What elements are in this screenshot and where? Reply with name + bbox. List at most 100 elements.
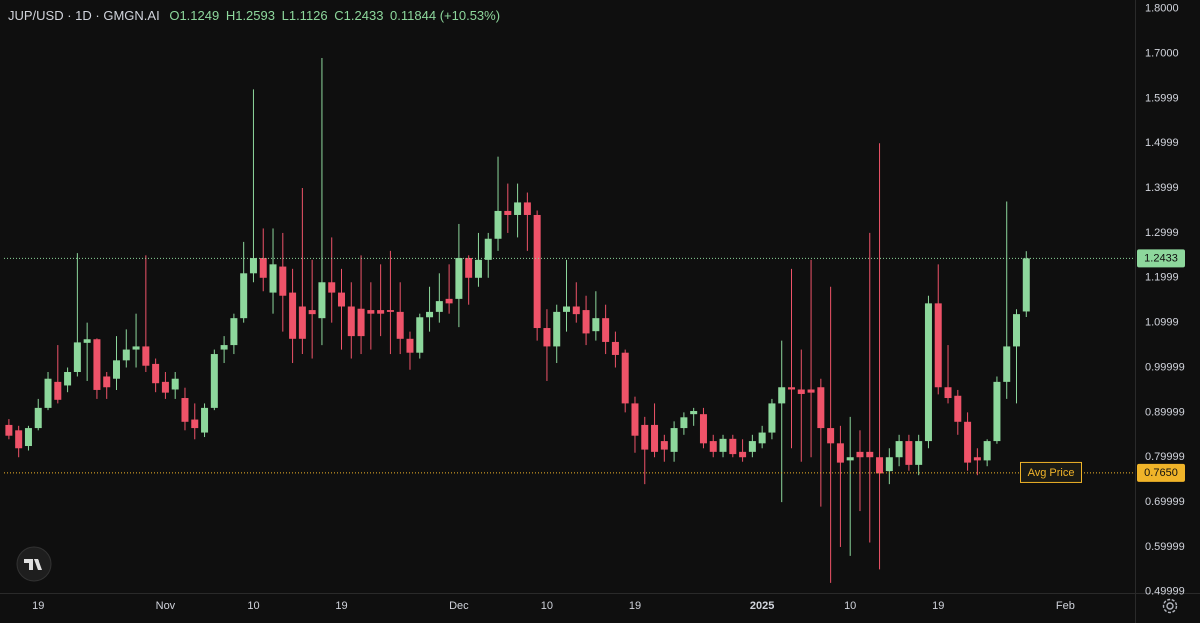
candle-body — [621, 352, 629, 404]
candle-body — [328, 282, 336, 293]
candle-body — [113, 360, 120, 379]
change-value: 0.11844 — [390, 8, 437, 23]
candle-body — [465, 258, 473, 278]
last-price-box — [1137, 249, 1185, 268]
candle-body — [895, 441, 903, 458]
candle-body — [1003, 346, 1011, 382]
candle-body — [132, 346, 140, 350]
candle-body — [964, 421, 972, 463]
x-tick-label: 19 — [932, 600, 944, 612]
candle-body — [230, 318, 238, 346]
ohlc-key: H — [225, 8, 236, 23]
candle-body — [572, 306, 580, 315]
candle-body — [435, 301, 443, 312]
candle-body — [582, 310, 590, 334]
avg-price-name: Avg Price — [1028, 467, 1075, 479]
candle-body — [817, 387, 825, 429]
candle-body — [670, 428, 678, 452]
candle-body — [377, 310, 385, 314]
candle-body — [758, 432, 766, 444]
candle-body — [827, 428, 835, 444]
candle-body — [954, 395, 962, 422]
candle-body — [651, 424, 659, 452]
candle-body — [660, 441, 668, 450]
candle-body — [181, 398, 189, 422]
x-tick-label: Dec — [449, 600, 469, 612]
candle-body — [934, 303, 942, 388]
x-tick-label: Feb — [1056, 600, 1075, 612]
candle-body — [93, 339, 101, 390]
candle-body — [474, 259, 482, 278]
candle-body — [298, 306, 306, 339]
x-tick-label: 19 — [629, 600, 641, 612]
y-tick-label: 1.3999 — [1145, 182, 1179, 194]
candle-body — [944, 387, 952, 399]
candle-body — [611, 341, 619, 355]
candle-body — [915, 441, 923, 465]
last-price-label: 1.2433 — [1144, 252, 1178, 264]
candle-body — [201, 407, 209, 433]
ohlc-key: C — [334, 8, 344, 23]
candle-body — [797, 389, 805, 394]
candle-body — [24, 428, 32, 447]
candle-body — [690, 411, 698, 415]
y-tick-label: 0.79999 — [1145, 451, 1185, 463]
candle-body — [866, 451, 874, 458]
open-value: 1.1249 — [179, 8, 220, 23]
candle-body — [699, 414, 707, 444]
ohlc-readout: O1.1249 H1.2593 L1.1126 C1.2433 0.11844 … — [169, 8, 500, 23]
candle-body — [249, 258, 257, 274]
candle-body — [905, 441, 913, 465]
candle-body — [739, 451, 747, 458]
candle-body — [563, 306, 570, 312]
x-tick-label: 2025 — [750, 600, 774, 612]
candle-body — [367, 310, 375, 314]
candle-body — [846, 457, 854, 461]
candle-body — [357, 308, 365, 337]
candle-body — [748, 441, 756, 452]
candle-body — [318, 282, 326, 319]
candle-body — [993, 381, 1001, 442]
avg-price-tag — [1020, 461, 1082, 483]
candle-body — [523, 202, 531, 215]
x-tick-label: Nov — [156, 600, 176, 612]
candle-body — [641, 424, 649, 450]
ohlc-key: L — [281, 8, 289, 23]
candle-body — [171, 378, 179, 390]
candle-body — [73, 342, 81, 372]
candle-body — [406, 338, 414, 353]
candle-body — [602, 318, 610, 342]
candle-body — [259, 258, 267, 278]
candle-body — [514, 202, 522, 215]
candle-body — [553, 311, 561, 347]
candle-body — [592, 318, 600, 332]
candle-body — [494, 210, 502, 239]
x-tick-label: 10 — [844, 600, 856, 612]
y-tick-label: 0.99999 — [1145, 361, 1185, 373]
candle-body — [836, 443, 844, 463]
x-tick-label: 10 — [541, 600, 553, 612]
candle-body — [1022, 258, 1030, 312]
candle-body — [15, 430, 23, 449]
candle-body — [709, 441, 717, 452]
avg-price-box — [1137, 463, 1185, 482]
candle-body — [161, 381, 169, 393]
tradingview-logo — [16, 546, 52, 582]
settings-icon[interactable] — [1162, 598, 1178, 614]
candle-body — [631, 403, 639, 436]
candle-body — [719, 438, 727, 452]
candle-body — [533, 214, 541, 329]
candle-body — [338, 292, 345, 307]
candle-body — [396, 311, 404, 339]
candle-body — [484, 238, 492, 260]
candle-body — [289, 292, 297, 339]
candle-body — [386, 310, 394, 312]
y-tick-label: 1.1999 — [1145, 272, 1179, 284]
candle-body — [788, 387, 795, 390]
x-tick-label: 10 — [247, 600, 259, 612]
candle-body — [54, 381, 62, 400]
x-tick-label: 19 — [335, 600, 347, 612]
candle-body — [279, 266, 287, 296]
